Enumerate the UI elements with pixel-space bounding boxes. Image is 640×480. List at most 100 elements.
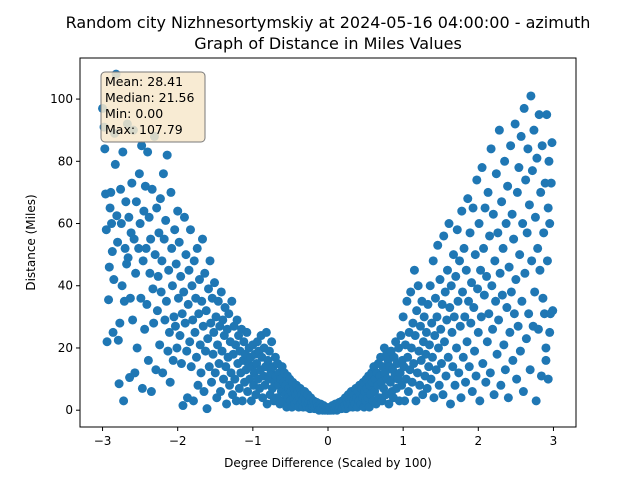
data-point [468,203,478,213]
data-point [406,287,416,297]
data-point [491,169,501,179]
data-point [231,340,241,350]
data-point [541,343,551,353]
data-point [267,337,277,347]
data-point [141,243,151,253]
data-point [506,287,516,297]
data-point [414,346,424,356]
data-point [449,312,459,322]
data-point [144,212,154,222]
data-point [218,315,228,325]
y-tick-label: 100 [50,92,73,106]
data-point [426,374,436,384]
data-point [423,299,433,309]
data-point [458,287,468,297]
data-point [419,312,429,322]
data-point [147,184,157,194]
data-point [409,359,419,369]
data-point [210,368,220,378]
data-point [454,368,464,378]
data-point [431,365,441,375]
data-point [439,231,449,241]
data-point [485,368,495,378]
data-point [183,299,193,309]
y-tick-label: 80 [58,154,73,168]
data-point [429,393,439,403]
data-point [524,309,534,319]
data-point [206,318,216,328]
data-point [519,103,529,113]
data-point [230,374,240,384]
data-point [532,153,542,163]
data-point [491,296,501,306]
data-point [110,159,120,169]
data-point [492,349,502,359]
stats-mean: Mean: 28.41 [105,74,183,89]
data-point [115,318,125,328]
data-point [535,265,545,275]
data-point [472,175,482,185]
data-point [415,380,425,390]
data-point [463,194,473,204]
data-point [106,187,116,197]
data-point [475,396,485,406]
data-point [216,387,226,397]
data-point [201,306,211,316]
data-point [509,234,519,244]
data-point [113,237,123,247]
data-point [478,359,488,369]
data-points [98,69,558,415]
data-point [530,287,540,297]
data-point [222,324,232,334]
data-point [421,349,431,359]
data-point [529,125,539,135]
data-point [192,243,202,253]
data-point [488,209,498,219]
data-point [117,281,127,291]
data-point [134,243,144,253]
data-point [455,256,465,266]
data-point [467,387,477,397]
data-point [237,396,247,406]
data-point [400,396,410,406]
data-point [541,355,551,365]
data-point [170,225,180,235]
data-point [384,399,394,409]
data-point [488,324,498,334]
data-point [443,352,453,362]
data-point [461,265,471,275]
data-point [476,312,486,322]
data-point [152,306,162,316]
data-point [477,163,487,173]
y-tick-label: 60 [58,217,73,231]
data-point [176,359,186,369]
data-point [181,250,191,260]
data-point [143,355,153,365]
data-point [162,150,172,160]
data-point [207,377,217,387]
data-point [416,355,426,365]
data-point [521,334,531,344]
data-point [123,253,133,263]
data-point [137,383,147,393]
data-point [543,374,553,384]
data-point [146,234,156,244]
stats-box-background [100,71,206,143]
data-point [537,141,547,151]
data-point [433,343,443,353]
x-tick-label: 0 [324,434,332,448]
data-point [191,352,201,362]
plot-frame [79,57,577,428]
data-point [171,259,181,269]
data-point [142,299,152,309]
x-tick-label: 3 [550,434,558,448]
data-point [234,383,244,393]
data-point [158,368,168,378]
data-point [173,206,183,216]
data-point [425,281,435,291]
data-point [166,187,176,197]
data-point [136,293,146,303]
data-point [152,203,162,213]
data-point [524,200,534,210]
data-point [213,296,223,306]
